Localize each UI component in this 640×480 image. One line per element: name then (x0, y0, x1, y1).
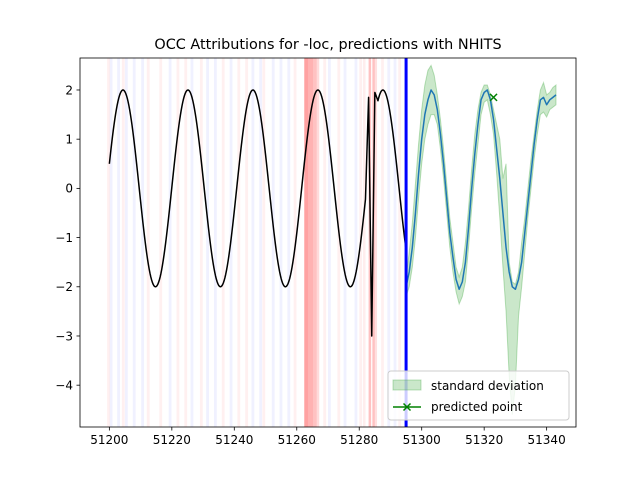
attribution-band-blue-13 (279, 58, 283, 427)
attribution-band-red-4 (176, 58, 180, 427)
x-axis: 51200 51220 51240 51260 51280 51300 51320 51340 (90, 427, 566, 447)
plot-frame (79, 57, 577, 428)
predicted-point-stroke-b (489, 93, 498, 102)
y-tick-label-4: −2 (55, 280, 73, 294)
legend-point-label: predicted point (431, 400, 523, 414)
attribution-band-blue-2 (124, 58, 128, 427)
attribution-band-blue-18 (387, 58, 391, 427)
attribution-band-blue-16 (343, 58, 347, 427)
chart-title: OCC Attributions for -loc, predictions w… (154, 37, 501, 53)
attribution-band-red-15 (381, 58, 384, 427)
attribution-band-red-6 (199, 58, 203, 427)
attribution-band-blue-8 (213, 58, 217, 427)
legend: standard deviation predicted point (387, 370, 570, 421)
attribution-band-blue-19 (393, 58, 397, 427)
attribution-band-red-7 (221, 58, 225, 427)
attribution-band-blue-6 (190, 58, 194, 427)
attribution-band-blue-10 (251, 58, 255, 427)
attribution-band-strong-0 (304, 58, 309, 427)
y-tick-label-3: −1 (55, 231, 73, 245)
attribution-band-blue-3 (132, 58, 136, 427)
std-band (405, 64, 557, 415)
attribution-band-red-0 (107, 58, 110, 427)
attribution-band-strong-7 (362, 58, 366, 427)
attribution-band-blue-7 (206, 58, 209, 427)
attribution-band-red-8 (237, 58, 241, 427)
legend-std-swatch (392, 379, 422, 391)
attribution-band-blue-17 (354, 58, 358, 427)
series-layer (108, 58, 557, 427)
attribution-band-red-3 (159, 58, 163, 427)
attribution-band-red-13 (337, 58, 341, 427)
attribution-band-red-2 (146, 58, 150, 427)
x-tick-label-3: 51260 (278, 433, 316, 447)
y-axis: 2 1 0 −1 −2 −3 −4 (55, 83, 80, 392)
y-tick-label-2: 0 (65, 182, 73, 196)
y-tick-label-0: 2 (65, 83, 73, 97)
x-tick-label-5: 51300 (403, 433, 441, 447)
attribution-band-red-12 (323, 58, 327, 427)
attribution-band-blue-15 (328, 58, 331, 427)
attribution-band-strong-1 (308, 58, 314, 427)
attribution-band-red-9 (245, 58, 249, 427)
x-tick-label-7: 51340 (528, 433, 566, 447)
legend-box (387, 370, 570, 421)
predicted-point-marker (489, 93, 498, 102)
attribution-band-blue-0 (109, 58, 113, 427)
attribution-band-red-1 (121, 58, 125, 427)
attribution-band-blue-11 (259, 58, 263, 427)
attribution-band-strong-6 (374, 58, 378, 427)
legend-point-marker (402, 402, 412, 412)
attribution-band-red-16 (398, 58, 402, 427)
attribution-band-blue-12 (271, 58, 275, 427)
x-tick-label-6: 51320 (465, 433, 503, 447)
attribution-band-strong-2 (313, 58, 317, 427)
x-tick-label-4: 51280 (340, 433, 378, 447)
y-tick-label-5: −3 (55, 329, 73, 343)
x-tick-label-1: 51220 (153, 433, 191, 447)
attribution-band-blue-14 (287, 58, 291, 427)
y-tick-label-1: 1 (65, 132, 73, 146)
attribution-band-red-10 (262, 58, 266, 427)
history-line (108, 89, 407, 337)
x-tick-label-2: 51240 (215, 433, 253, 447)
legend-std-label: standard deviation (431, 379, 544, 393)
forecast-line (405, 89, 557, 290)
y-tick-label-6: −4 (55, 378, 73, 392)
x-tick-label-0: 51200 (90, 433, 128, 447)
attribution-band-blue-4 (141, 58, 145, 427)
attribution-band-strong-3 (316, 58, 320, 427)
attribution-band-blue-5 (168, 58, 172, 427)
attribution-band-red-5 (184, 58, 188, 427)
attribution-band-blue-1 (117, 58, 120, 427)
